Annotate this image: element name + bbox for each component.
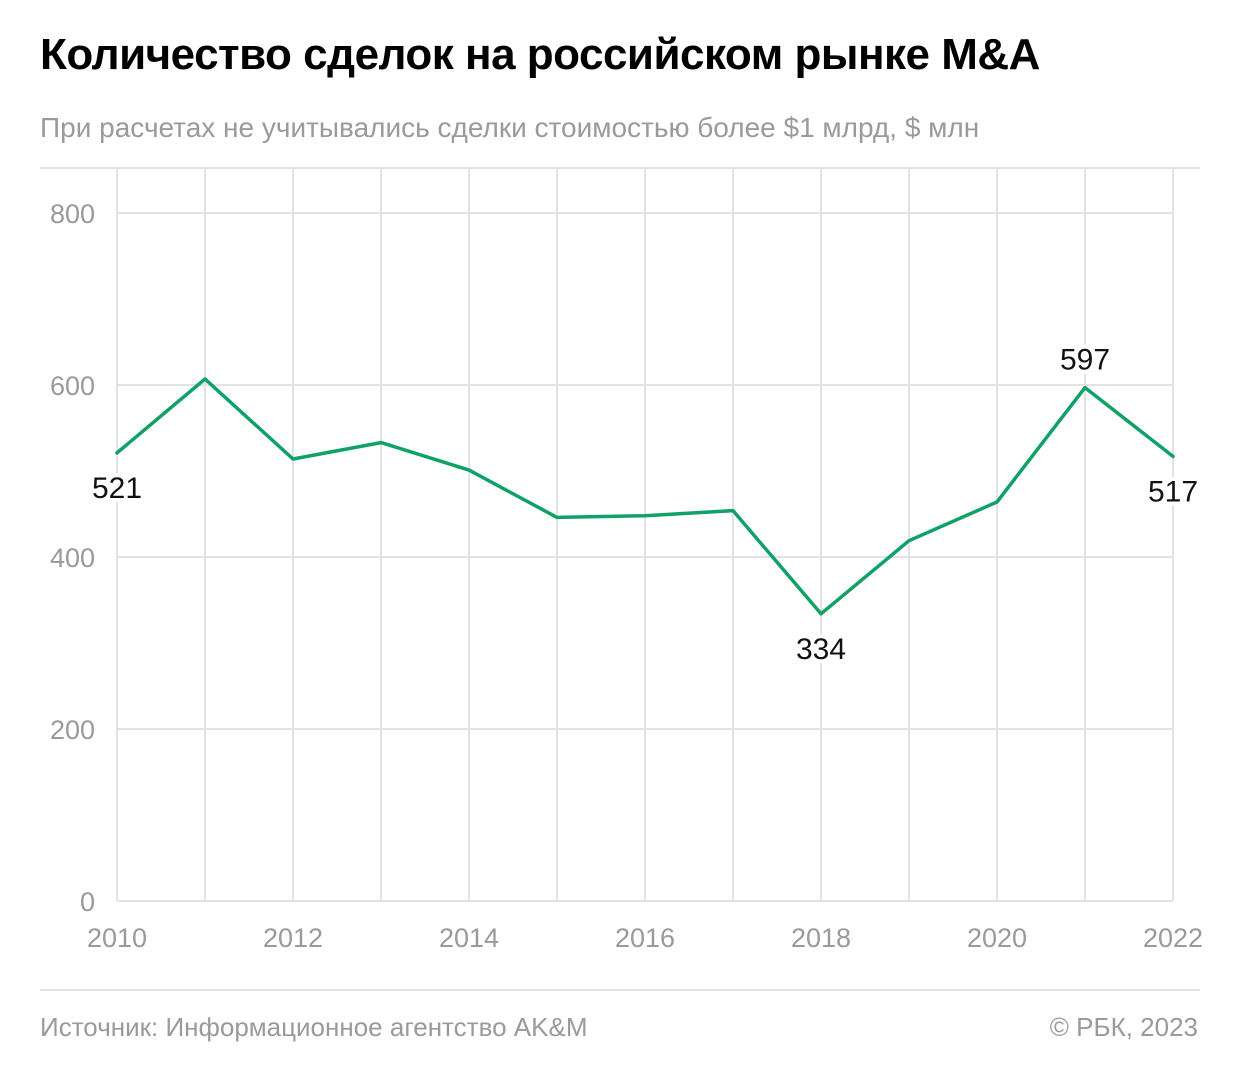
chart-subtitle: При расчетах не учитывались сделки стоим… bbox=[40, 112, 980, 143]
top-divider bbox=[40, 167, 1200, 169]
chart-title: Количество сделок на российском рынке M&… bbox=[40, 30, 1040, 79]
data-label-halo: 334 bbox=[796, 633, 846, 666]
data-label: 334 bbox=[796, 633, 846, 666]
data-label: 517 bbox=[1148, 475, 1198, 508]
data-label-halo: 517 bbox=[1148, 475, 1198, 508]
copyright-note: © РБК, 2023 bbox=[1049, 1012, 1198, 1042]
data-label-halo: 521 bbox=[92, 472, 142, 505]
axis-layer: 0 200 400 600 800 2010 2012 2014 2016 2018 2020 202… bbox=[50, 199, 1203, 953]
y-tick-label: 800 bbox=[50, 199, 95, 229]
series-line bbox=[115, 377, 1175, 616]
data-label: 597 bbox=[1060, 344, 1110, 377]
x-tick-label: 2012 bbox=[263, 923, 323, 953]
x-tick-label: 2020 bbox=[967, 923, 1027, 953]
y-tick-label: 400 bbox=[50, 543, 95, 573]
y-tick-label: 600 bbox=[50, 371, 95, 401]
data-label-halo: 597 bbox=[1060, 344, 1110, 377]
bottom-divider bbox=[40, 989, 1200, 991]
data-label: 521 bbox=[92, 472, 142, 505]
x-tick-label: 2010 bbox=[87, 923, 147, 953]
x-tick-label: 2014 bbox=[439, 923, 499, 953]
x-tick-label: 2018 bbox=[791, 923, 851, 953]
y-tick-label: 0 bbox=[80, 887, 95, 917]
y-tick-label: 200 bbox=[50, 715, 95, 745]
grid-layer bbox=[116, 168, 1174, 902]
series-layer bbox=[115, 377, 1175, 616]
source-note: Источник: Информационное агентство AK&M bbox=[40, 1012, 588, 1042]
x-tick-label: 2016 bbox=[615, 923, 675, 953]
x-tick-label: 2022 bbox=[1143, 923, 1203, 953]
